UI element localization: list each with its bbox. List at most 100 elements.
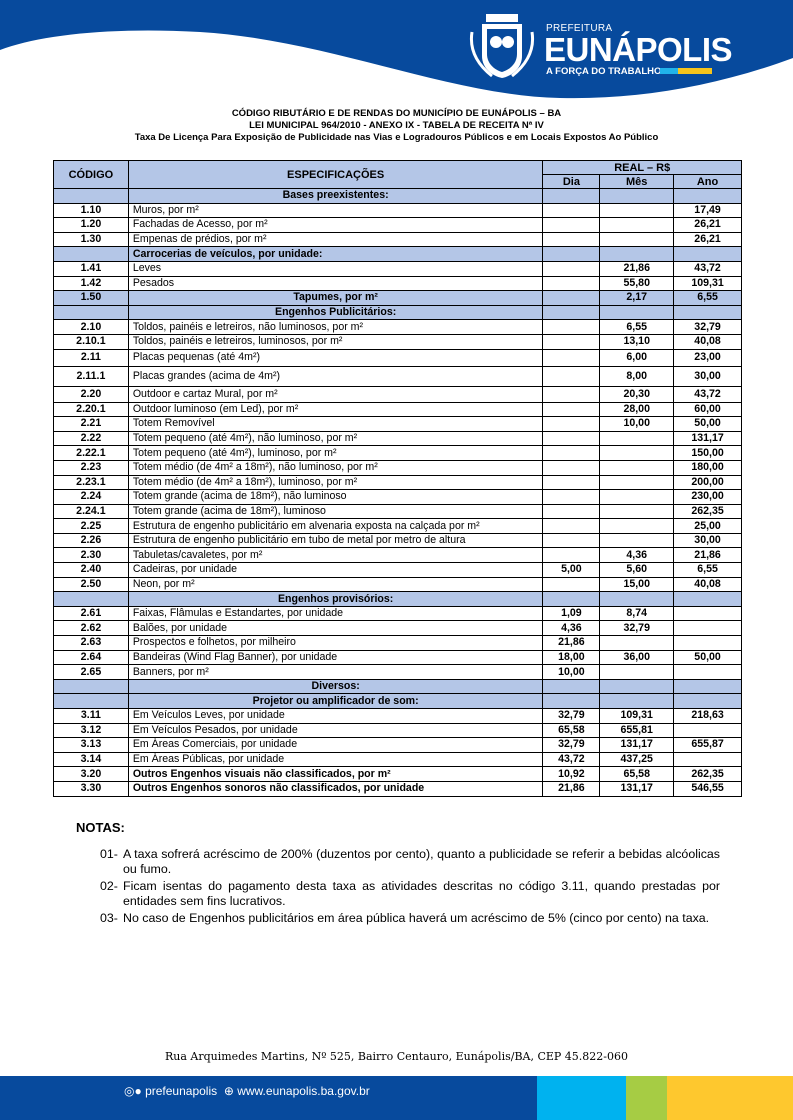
cell-spec: Balões, por unidade (127, 620, 544, 637)
cell-mes: 6,00 (599, 348, 675, 367)
cell-code: 1.10 (53, 202, 129, 219)
cell-spec: Muros, por m² (127, 202, 544, 219)
table-row: 2.23 Totem médio (de 4m² a 18m²), não lum… (53, 459, 742, 476)
table-row: 2.20.1 Outdoor luminoso (em Led), por m² 2… (53, 401, 742, 418)
cell-dia (542, 231, 601, 248)
cell-dia (542, 678, 601, 695)
color-stripe (626, 1076, 667, 1120)
cell-ano: 655,87 (673, 737, 742, 753)
cell-code: 2.61 (53, 605, 129, 622)
cell-dia: 4,36 (542, 620, 601, 637)
cell-dia: 65,58 (542, 722, 601, 739)
cell-dia: 10,00 (542, 664, 601, 680)
table-row: 2.40 Cadeiras, por unidade 5,00 5,60 6,55 (53, 562, 742, 578)
cell-code: 3.30 (53, 780, 129, 797)
table-row: 2.22.1 Totem pequeno (até 4m²), luminoso,… (53, 445, 742, 461)
table-row: 3.13 Em Áreas Comerciais, por unidade 32,7… (53, 737, 742, 753)
cell-mes: 6,55 (599, 319, 675, 335)
cell-dia (542, 401, 601, 418)
table-row: 3.14 Em Áreas Públicas, por unidade 43,72 4… (53, 751, 742, 768)
cell-spec: Fachadas de Acesso, por m² (127, 217, 544, 233)
cell-mes (599, 678, 675, 695)
cell-code: 2.30 (53, 547, 129, 564)
cell-spec: Cadeiras, por unidade (127, 562, 544, 578)
cell-mes: 20,30 (599, 385, 675, 403)
cell-mes: 437,25 (599, 751, 675, 768)
cell-mes (599, 664, 675, 680)
cell-dia: 32,79 (542, 737, 601, 753)
cell-code: 2.11 (53, 348, 129, 367)
globe-icon: ⊕ (223, 1084, 234, 1098)
table-row: 2.11.1 Placas grandes (acima de 4m²) 8,00 3… (53, 365, 742, 387)
cell-dia: 10,92 (542, 766, 601, 782)
table-row: 2.24.1 Totem grande (acima de 18m²), lumi… (53, 503, 742, 520)
notes-title: NOTAS: (76, 820, 125, 835)
note-text: A taxa sofrerá acréscimo de 200% (duzent… (123, 847, 720, 876)
table-row: 2.26 Estrutura de engenho publicitário em… (53, 532, 742, 549)
cell-spec: Outdoor e cartaz Mural, por m² (127, 385, 544, 403)
cell-mes: 4,36 (599, 547, 675, 564)
cell-mes (599, 304, 675, 321)
section-row: Engenhos provisórios: (53, 591, 742, 607)
cell-code: 2.62 (53, 620, 129, 637)
cell-code (53, 304, 129, 321)
cell-spec: Outdoor luminoso (em Led), por m² (127, 401, 544, 418)
cell-ano: 262,35 (673, 766, 742, 782)
cell-code (53, 188, 129, 204)
table-row: 2.65 Banners, por m² 10,00 (53, 664, 742, 680)
cell-ano (673, 188, 742, 204)
footer-bar: ◎● prefeunapolis ⊕ www.eunapolis.ba.gov.… (0, 1076, 793, 1120)
cell-code: 2.24 (53, 489, 129, 505)
cell-ano: 109,31 (673, 275, 742, 292)
cell-ano (673, 246, 742, 262)
social-handle[interactable]: prefeunapolis (145, 1084, 218, 1098)
section-row: Diversos: (53, 678, 742, 695)
cell-mes: 131,17 (599, 780, 675, 797)
table-row: 2.10.1 Toldos, painéis e letreiros, lumin… (53, 333, 742, 350)
cell-code: 2.24.1 (53, 503, 129, 520)
cell-spec: Bandeiras (Wind Flag Banner), por unidad… (127, 649, 544, 666)
cell-spec: Engenhos Publicitários: (127, 304, 544, 321)
cell-mes (599, 202, 675, 219)
website-link[interactable]: www.eunapolis.ba.gov.br (237, 1084, 370, 1098)
cell-code: 2.64 (53, 649, 129, 666)
cell-ano: 200,00 (673, 474, 742, 491)
cell-mes (599, 489, 675, 505)
cell-ano (673, 635, 742, 651)
cell-mes: 10,00 (599, 416, 675, 432)
table-row: 2.30 Tabuletas/cavaletes, por m² 4,36 21,86 (53, 547, 742, 564)
table-row: 2.21 Totem Removível 10,00 50,00 (53, 416, 742, 432)
cell-dia (542, 333, 601, 350)
cell-spec: Placas grandes (acima de 4m²) (127, 365, 544, 387)
cell-code: 2.10.1 (53, 333, 129, 350)
cell-spec: Em Áreas Públicas, por unidade (127, 751, 544, 768)
cell-ano (673, 678, 742, 695)
cell-spec: Prospectos e folhetos, por milheiro (127, 635, 544, 651)
cell-ano (673, 722, 742, 739)
cell-spec: Estrutura de engenho publicitário em alv… (127, 518, 544, 534)
instagram-icon: ◎ (124, 1084, 135, 1098)
cell-dia (542, 385, 601, 403)
cell-code: 2.65 (53, 664, 129, 680)
cell-mes: 32,79 (599, 620, 675, 637)
cell-mes (599, 188, 675, 204)
cell-ano: 218,63 (673, 708, 742, 724)
cell-code: 2.63 (53, 635, 129, 651)
table-row: 3.20 Outros Engenhos visuais não classifi… (53, 766, 742, 782)
cell-mes: 36,00 (599, 649, 675, 666)
cell-dia (542, 202, 601, 219)
section-row: Projetor ou amplificador de som: (53, 693, 742, 709)
section-row: 1.50 Tapumes, por m² 2,17 6,55 (53, 290, 742, 306)
cell-spec: Totem grande (acima de 18m²), luminoso (127, 503, 544, 520)
cell-spec: Bases preexistentes: (127, 188, 544, 204)
brand-city: EUNÁPOLIS (544, 31, 733, 68)
cell-ano: 30,00 (673, 532, 742, 549)
brand-prefeitura: PREFEITURA (546, 23, 613, 34)
header-mes: Mês (599, 174, 675, 189)
cell-ano: 23,00 (673, 348, 742, 367)
table-row: 2.20 Outdoor e cartaz Mural, por m² 20,30 4… (53, 385, 742, 403)
cell-mes (599, 591, 675, 607)
table-row: 2.10 Toldos, painéis e letreiros, não lum… (53, 319, 742, 335)
cell-dia (542, 532, 601, 549)
cell-dia (542, 693, 601, 709)
